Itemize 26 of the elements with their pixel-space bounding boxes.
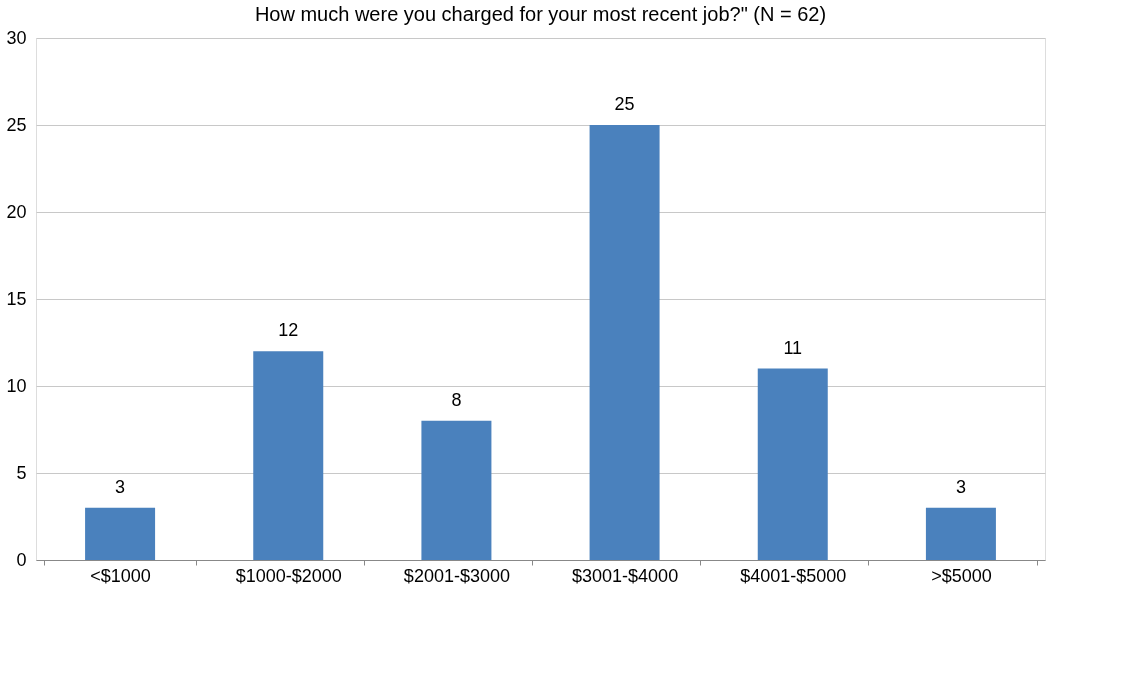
- y-tick-label: 30: [6, 27, 27, 48]
- bar: [925, 507, 996, 560]
- bar: [757, 368, 828, 560]
- x-tick-label: $1000-$2000: [235, 565, 342, 586]
- y-tick-label: 10: [6, 375, 27, 396]
- y-tick-label: 20: [6, 201, 27, 222]
- x-tick-label: >$5000: [931, 565, 992, 586]
- y-tick-label: 25: [6, 114, 27, 135]
- x-tick-label: $2001-$3000: [403, 565, 510, 586]
- data-label: 11: [783, 337, 803, 358]
- x-tick-label: $3001-$4000: [572, 565, 679, 586]
- y-tick-label: 15: [6, 288, 27, 309]
- data-label: 12: [278, 320, 299, 341]
- y-tick-label: 5: [16, 462, 27, 483]
- x-tick-label: $4001-$5000: [740, 565, 847, 586]
- data-label: 25: [614, 94, 635, 114]
- bar: [589, 125, 660, 560]
- y-tick-label: 0: [16, 549, 27, 570]
- x-tick-label: <$1000: [90, 565, 151, 586]
- chart-title: How much were you charged for your most recent job?" (N = 62): [254, 3, 827, 25]
- bar: [421, 420, 492, 560]
- data-label: 8: [451, 389, 462, 410]
- data-label: 3: [955, 476, 966, 497]
- bar: [85, 507, 156, 560]
- bar: [253, 351, 324, 560]
- data-label: 3: [115, 476, 126, 497]
